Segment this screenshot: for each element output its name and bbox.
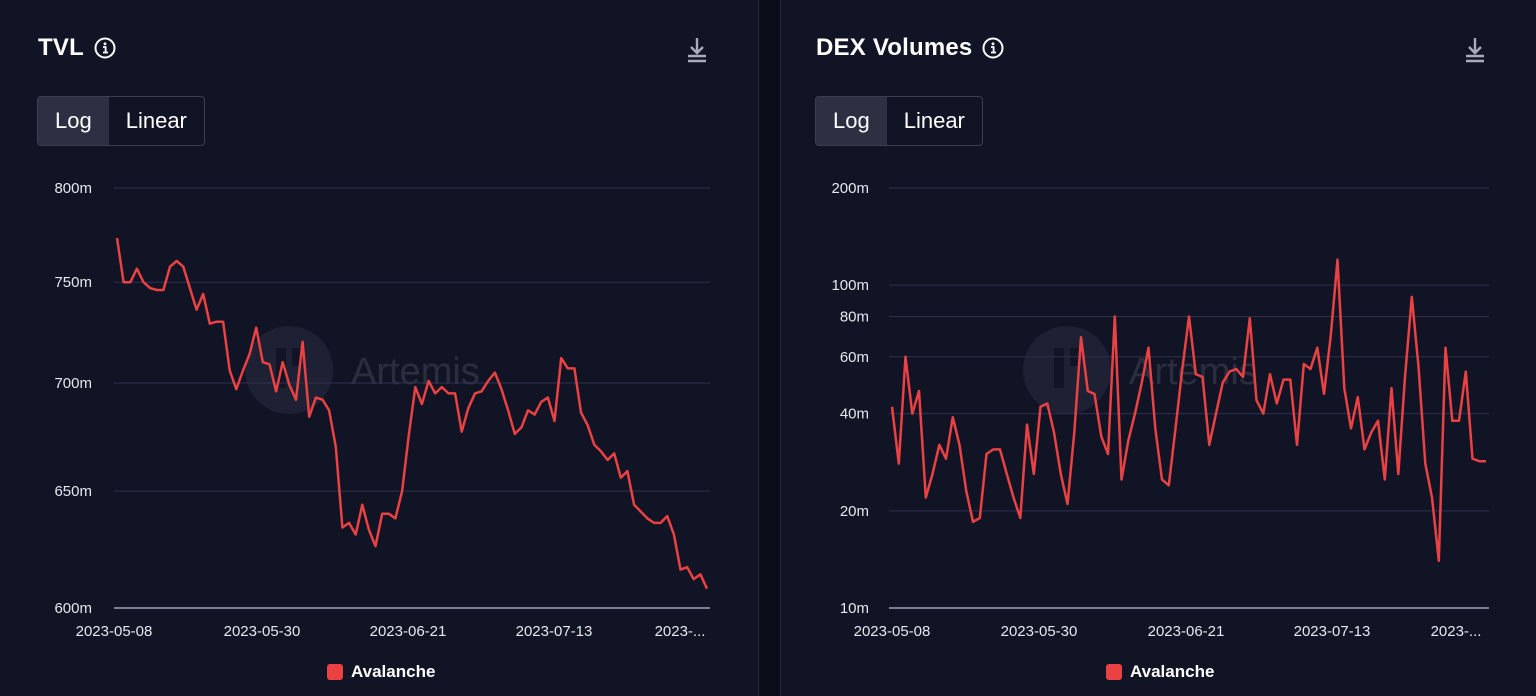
x-tick-label: 2023-05-08 [76,623,153,640]
dex-volumes-chart: Artemis200m100m80m60m40m20m10m2023-05-08… [831,180,1489,640]
legend-swatch [1106,664,1122,680]
scale-toggle: Log Linear [37,96,205,146]
dex-title-row: DEX Volumes [816,34,1004,62]
x-tick-label: 2023-06-21 [1148,623,1225,640]
x-tick-label: 2023-05-08 [854,623,931,640]
download-icon[interactable] [686,36,708,64]
legend-label: Avalanche [1130,662,1215,681]
x-tick-label: 2023-07-13 [516,623,593,640]
info-icon[interactable] [94,37,116,59]
y-tick-label: 600m [54,600,92,617]
y-tick-label: 40m [840,406,869,423]
log-scale-button[interactable]: Log [38,97,109,145]
tvl-panel: TVL Log Linear Artemis 800m 750m 700m 650m 60… [0,0,759,696]
y-tick-label: 800m [54,180,92,197]
info-icon[interactable] [982,37,1004,59]
scale-toggle: Log Linear [815,96,983,146]
dex-volumes-title: DEX Volumes [816,34,973,61]
series-line-avalanche[interactable] [890,258,1486,563]
tvl-title: TVL [38,34,84,61]
y-tick-label: 650m [54,483,92,500]
legend-item[interactable]: Avalanche [327,662,435,682]
x-tick-label: 2023-... [655,623,706,640]
x-tick-label: 2023-05-30 [1001,623,1078,640]
x-tick-label: 2023-06-21 [370,623,447,640]
download-icon[interactable] [1464,36,1486,64]
series-line-avalanche[interactable] [115,237,709,590]
linear-scale-button[interactable]: Linear [887,97,982,145]
legend-swatch [327,664,343,680]
tvl-title-row: TVL [38,34,116,62]
x-tick-label: 2023-07-13 [1294,623,1371,640]
artemis-logo-icon [1023,326,1111,414]
log-scale-button[interactable]: Log [816,97,887,145]
y-tick-label: 200m [831,180,869,197]
y-tick-label: 750m [54,274,92,291]
dex-volumes-panel: DEX Volumes Log Linear Artemis 200m 100m 80… [780,0,1536,696]
y-tick-label: 60m [840,349,869,366]
legend-item[interactable]: Avalanche [1106,662,1214,682]
x-tick-label: 2023-05-30 [224,623,301,640]
y-tick-label: 700m [54,375,92,392]
linear-scale-button[interactable]: Linear [109,97,204,145]
y-tick-label: 80m [840,308,869,325]
legend-label: Avalanche [351,662,436,681]
x-tick-label: 2023-... [1431,623,1482,640]
y-tick-label: 10m [840,600,869,617]
y-tick-label: 20m [840,503,869,520]
y-tick-label: 100m [831,277,869,294]
